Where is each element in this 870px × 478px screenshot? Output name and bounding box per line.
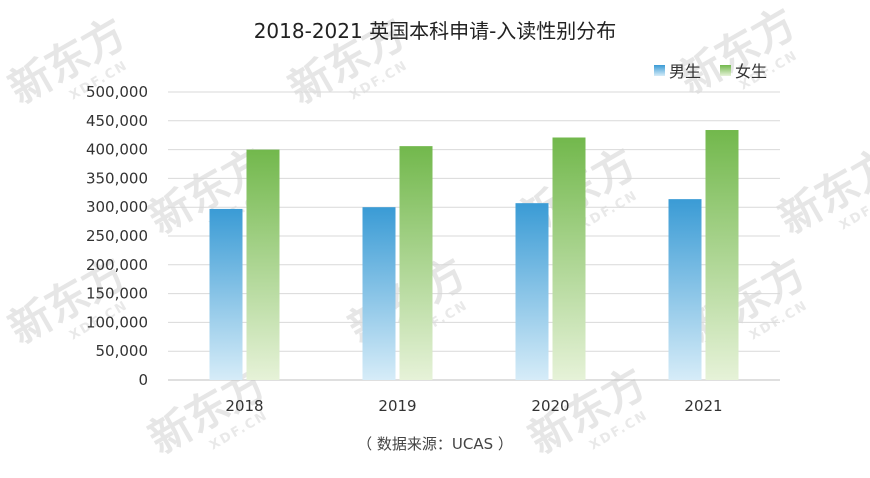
- y-tick-label: 400,000: [86, 141, 148, 159]
- y-tick-label: 350,000: [86, 169, 148, 187]
- y-tick-label: 100,000: [86, 313, 148, 331]
- bar-2020-女生: [552, 137, 586, 380]
- legend: 男生 女生: [654, 62, 767, 81]
- y-tick-label: 500,000: [86, 83, 148, 101]
- watermark-text: 新东方: [671, 0, 805, 104]
- legend-label: 女生: [735, 62, 767, 81]
- y-tick-label: 50,000: [96, 342, 149, 360]
- legend-label: 男生: [669, 62, 701, 81]
- bar-2018-男生: [209, 208, 243, 380]
- y-axis: 0 50,000 100,000 150,000 200,000 250,000 300,0…: [86, 83, 148, 389]
- x-tick-label: 2021: [684, 397, 722, 415]
- x-tick-label: 2020: [531, 397, 569, 415]
- bar-2019-女生: [399, 146, 433, 380]
- y-tick-label: 250,000: [86, 227, 148, 245]
- watermark-text: 新东方: [771, 138, 870, 243]
- x-tick-label: 2018: [225, 397, 263, 415]
- bar-2021-男生: [668, 199, 702, 380]
- y-tick-label: 0: [138, 371, 148, 389]
- bars: [209, 130, 739, 380]
- legend-swatch: [654, 65, 665, 76]
- bar-2020-男生: [515, 203, 549, 380]
- x-axis: 2018 2019 2020 2021: [225, 397, 722, 415]
- y-tick-label: 300,000: [86, 198, 148, 216]
- bar-2018-女生: [246, 149, 280, 380]
- chart-title: 2018-2021 英国本科申请-入读性别分布: [254, 19, 617, 43]
- source-note: （ 数据来源：UCAS ）: [357, 435, 513, 453]
- y-tick-label: 150,000: [86, 285, 148, 303]
- y-tick-label: 200,000: [86, 256, 148, 274]
- y-tick-label: 450,000: [86, 112, 148, 130]
- x-tick-label: 2019: [378, 397, 416, 415]
- bar-2019-男生: [362, 207, 396, 380]
- bar-2021-女生: [705, 130, 739, 380]
- legend-swatch: [720, 65, 731, 76]
